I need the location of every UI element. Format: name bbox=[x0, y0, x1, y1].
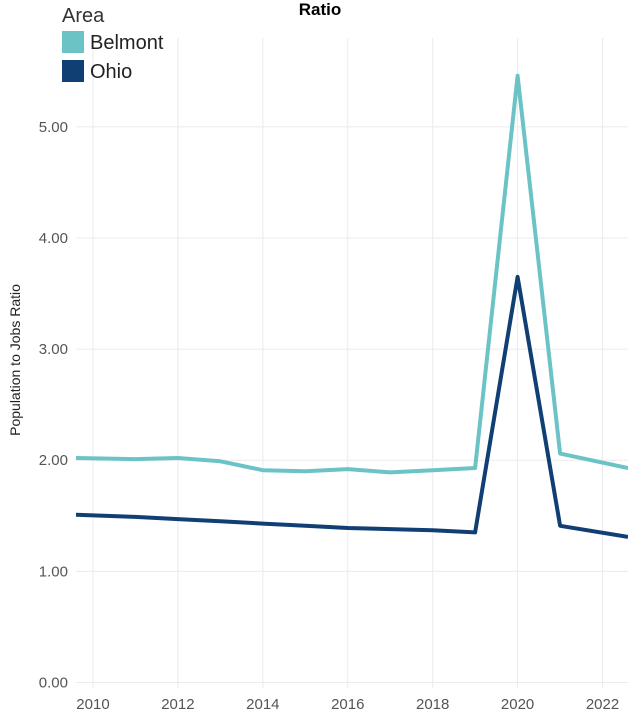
y-tick-label: 1.00 bbox=[39, 563, 68, 580]
x-tick-label: 2014 bbox=[246, 696, 279, 713]
series-line-belmont bbox=[75, 73, 628, 475]
legend-items: Belmont Ohio bbox=[62, 31, 164, 83]
y-tick-label: 4.00 bbox=[39, 230, 68, 247]
x-axis-ticks: 2010 2012 2014 2016 2018 2020 2022 bbox=[76, 696, 619, 713]
y-tick-label: 5.00 bbox=[39, 119, 68, 136]
grid bbox=[76, 38, 628, 688]
y-tick-label: 2.00 bbox=[39, 452, 68, 469]
legend-label-ohio: Ohio bbox=[90, 61, 132, 83]
legend: Area Belmont Ohio bbox=[62, 5, 164, 83]
y-tick-label: 3.00 bbox=[39, 341, 68, 358]
x-tick-label: 2020 bbox=[501, 696, 534, 713]
x-tick-label: 2016 bbox=[331, 696, 364, 713]
y-axis-label: Population to Jobs Ratio bbox=[7, 284, 23, 436]
legend-title: Area bbox=[62, 5, 105, 27]
series-line-ohio bbox=[75, 274, 628, 539]
legend-swatch-ohio bbox=[62, 60, 84, 82]
chart-title: Ratio bbox=[299, 0, 342, 19]
series-lines bbox=[75, 73, 628, 539]
x-tick-label: 2018 bbox=[416, 696, 449, 713]
x-tick-label: 2022 bbox=[586, 696, 619, 713]
x-tick-label: 2010 bbox=[76, 696, 109, 713]
y-axis-ticks: 0.00 1.00 2.00 3.00 4.00 5.00 bbox=[39, 119, 68, 692]
x-tick-label: 2012 bbox=[161, 696, 194, 713]
y-tick-label: 0.00 bbox=[39, 674, 68, 691]
legend-label-belmont: Belmont bbox=[90, 32, 164, 54]
legend-swatch-belmont bbox=[62, 31, 84, 53]
